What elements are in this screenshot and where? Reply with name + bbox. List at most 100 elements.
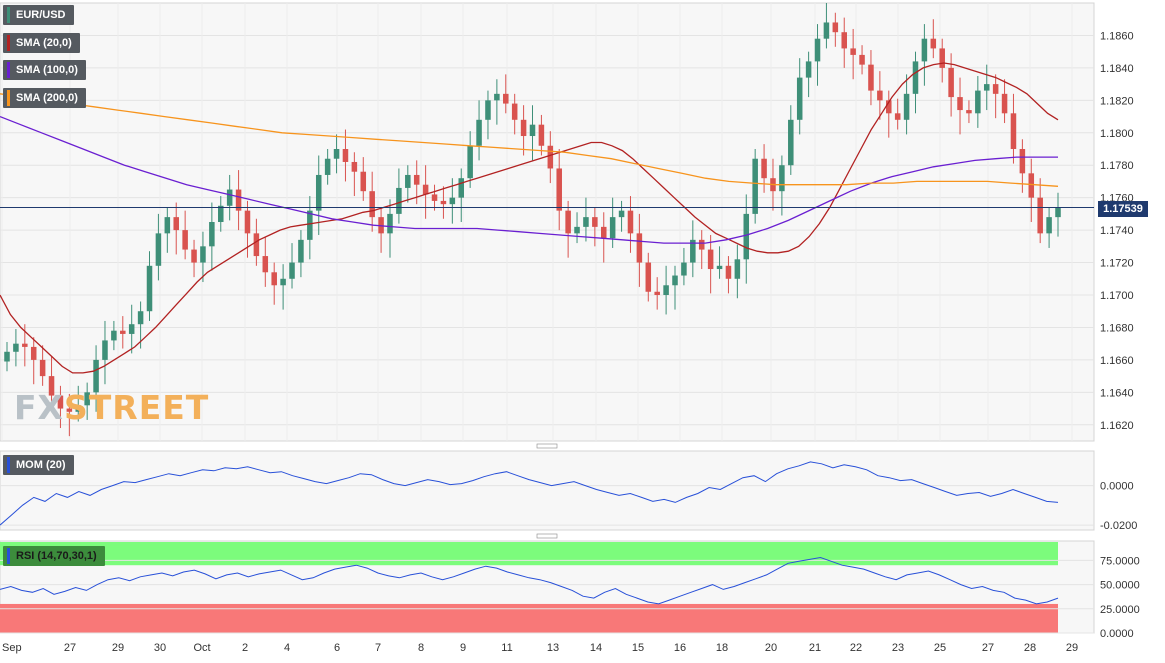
candle-body: [120, 330, 126, 334]
candle-body: [387, 213, 393, 234]
price-tick-label: 1.1640: [1100, 387, 1134, 399]
legend-rsi[interactable]: RSI (14,70,30,1): [3, 546, 105, 566]
candle-body: [788, 119, 794, 166]
momentum-label: MOM (20): [16, 459, 66, 471]
candle-body: [164, 217, 171, 234]
candle-body: [814, 38, 821, 62]
legend-eurusd[interactable]: EUR/USD: [3, 5, 74, 25]
candle-body: [823, 22, 830, 39]
candle-body: [155, 233, 162, 266]
candle-body: [930, 38, 937, 49]
sma20-swatch: [7, 35, 10, 51]
axis-labels: 1.1620 1.1640 1.1660 1.1680 1.1700 1.1720 1.17…: [2, 30, 1140, 654]
time-tick-label: 7: [375, 642, 381, 654]
time-tick-label: 27: [982, 642, 994, 654]
candle-body: [485, 100, 491, 120]
candle-body: [30, 346, 37, 360]
candle-body: [57, 395, 64, 409]
candle-body: [13, 343, 19, 352]
candle-body: [226, 189, 233, 206]
candle-body: [850, 48, 856, 55]
candle-body: [618, 210, 625, 218]
time-tick-label: 18: [716, 642, 728, 654]
time-tick-label: 16: [674, 642, 686, 654]
price-tick-label: 1.1840: [1100, 63, 1134, 75]
candle-body: [262, 256, 269, 273]
candle-body: [690, 239, 696, 263]
candle-body: [298, 239, 304, 263]
time-tick-label: 22: [850, 642, 862, 654]
candle-body: [725, 265, 732, 279]
candle-body: [324, 158, 331, 175]
momentum-tick-label: -0.0200: [1100, 520, 1137, 532]
rsi-swatch: [7, 548, 10, 564]
candle-body: [698, 239, 705, 250]
candle-body: [966, 110, 972, 114]
rsi-tick-label: 0.0000: [1100, 628, 1134, 640]
sma100-label: SMA (100,0): [16, 64, 78, 76]
candle-body: [894, 113, 901, 120]
candle-body: [556, 168, 562, 211]
candle-body: [859, 54, 865, 65]
candle-body: [1055, 207, 1061, 218]
candle-body: [627, 210, 634, 234]
candle-body: [137, 311, 144, 325]
time-tick-label: 30: [154, 642, 166, 654]
sma100-line: [0, 115, 1058, 244]
time-tick-label: 20: [765, 642, 777, 654]
candle-body: [672, 275, 678, 286]
candle-body: [209, 222, 215, 247]
price-tick-label: 1.1740: [1100, 225, 1134, 237]
momentum-line: [0, 461, 1059, 526]
sma200-swatch: [7, 90, 10, 106]
momentum-tick-label: 0.0000: [1100, 481, 1134, 493]
candle-body: [912, 61, 919, 94]
candle-body: [39, 359, 46, 377]
time-tick-label: 11: [501, 642, 512, 654]
price-tick-label: 1.1780: [1100, 160, 1134, 172]
candle-body: [565, 210, 571, 234]
sma20-line: [0, 62, 1059, 374]
fxstreet-watermark: FXSTREET: [14, 388, 209, 427]
time-tick-label: 15: [632, 642, 644, 654]
candle-body: [405, 174, 411, 188]
time-tick-label: 2: [242, 642, 248, 654]
candle-body: [636, 233, 643, 263]
price-tick-label: 1.1800: [1100, 128, 1134, 140]
candle-body: [84, 392, 90, 406]
candle-body: [520, 119, 527, 137]
rsi-tick-label: 75.0000: [1100, 555, 1140, 567]
candle-body: [663, 285, 669, 295]
candle-body: [983, 84, 990, 91]
price-tick-label: 1.1820: [1100, 95, 1134, 107]
legend-sma200[interactable]: SMA (200,0): [3, 88, 86, 108]
candle-body: [868, 64, 874, 91]
candle-body: [841, 32, 847, 49]
time-tick-label: 14: [590, 642, 602, 654]
candle-body: [761, 158, 767, 179]
time-tick-label: 8: [418, 642, 424, 654]
candle-body: [458, 178, 465, 198]
candle-body: [315, 174, 322, 211]
legend-momentum[interactable]: MOM (20): [3, 455, 74, 475]
candle-body: [832, 22, 839, 33]
rsi-line: [0, 556, 1059, 605]
candle-body: [476, 119, 482, 146]
candle-body: [22, 343, 28, 347]
candle-body: [413, 174, 420, 185]
candle-body: [654, 291, 660, 295]
candle-body: [779, 165, 785, 192]
time-tick-label: 9: [460, 642, 466, 654]
candle-body: [592, 217, 598, 227]
candle-body: [975, 90, 981, 114]
candle-body: [440, 200, 447, 205]
candle-body: [886, 100, 892, 114]
legend-sma20[interactable]: SMA (20,0): [3, 33, 80, 53]
rsi-label: RSI (14,70,30,1): [16, 550, 97, 562]
legend-sma100[interactable]: SMA (100,0): [3, 60, 86, 80]
candle-body: [734, 259, 741, 279]
candle-body: [369, 191, 375, 218]
candle-body: [271, 272, 277, 286]
candle-body: [244, 210, 251, 234]
price-tick-label: 1.1700: [1100, 290, 1134, 302]
